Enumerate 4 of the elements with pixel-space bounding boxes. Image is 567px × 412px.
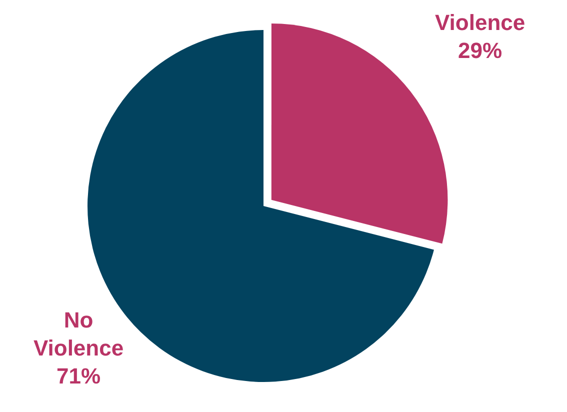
data-label: 71% xyxy=(56,364,101,389)
slice-label: Violence xyxy=(435,10,526,36)
slice-label: No Violence xyxy=(33,308,124,361)
data-label: 29% xyxy=(458,38,502,64)
